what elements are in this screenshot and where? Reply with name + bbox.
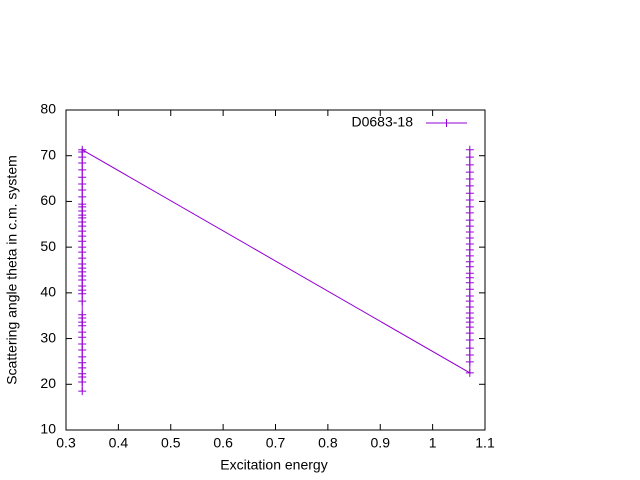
point [78,145,87,154]
point [78,310,87,319]
y-tick-label: 50 [40,238,56,254]
point [465,344,474,353]
point [465,160,474,169]
point [78,180,87,189]
x-tick-label: 0.4 [109,435,129,451]
point [78,352,87,361]
legend-label: D0683-18 [352,114,414,130]
point [465,351,474,360]
point [465,196,474,205]
y-tick-label: 40 [40,284,56,300]
point [465,145,474,154]
point [465,189,474,198]
point [465,181,474,190]
series-line [81,148,471,392]
point [465,153,474,162]
y-axis-label: Scattering angle theta in c.m. system [4,155,20,385]
point [465,202,474,211]
point [78,165,87,174]
y-tick-label: 10 [40,421,56,437]
point [465,368,474,377]
x-tick-label: 0.6 [213,435,233,451]
point [78,200,87,209]
point [78,192,87,201]
legend-point [442,119,451,127]
y-tick-label: 60 [40,192,56,208]
y-tick-label: 30 [40,329,56,345]
plot-border [65,109,486,431]
point [78,297,87,306]
point [78,173,87,182]
y-tick-label: 80 [40,101,56,117]
x-tick-label: 1 [429,435,437,451]
x-axis-label: Excitation energy [220,457,327,473]
y-tick-label: 20 [40,375,56,391]
x-tick-label: 0.8 [318,435,338,451]
x-tick-label: 0.7 [266,435,286,451]
point [465,216,474,225]
point [78,340,87,349]
x-tick-label: 0.3 [56,435,76,451]
point [465,292,474,301]
point [78,387,87,396]
point [465,335,474,344]
x-tick-label: 1.1 [475,435,495,451]
point [465,168,474,177]
y-tick-label: 70 [40,146,56,162]
point [465,357,474,366]
x-tick-label: 0.9 [371,435,391,451]
x-tick-label: 0.5 [161,435,181,451]
point [465,175,474,184]
